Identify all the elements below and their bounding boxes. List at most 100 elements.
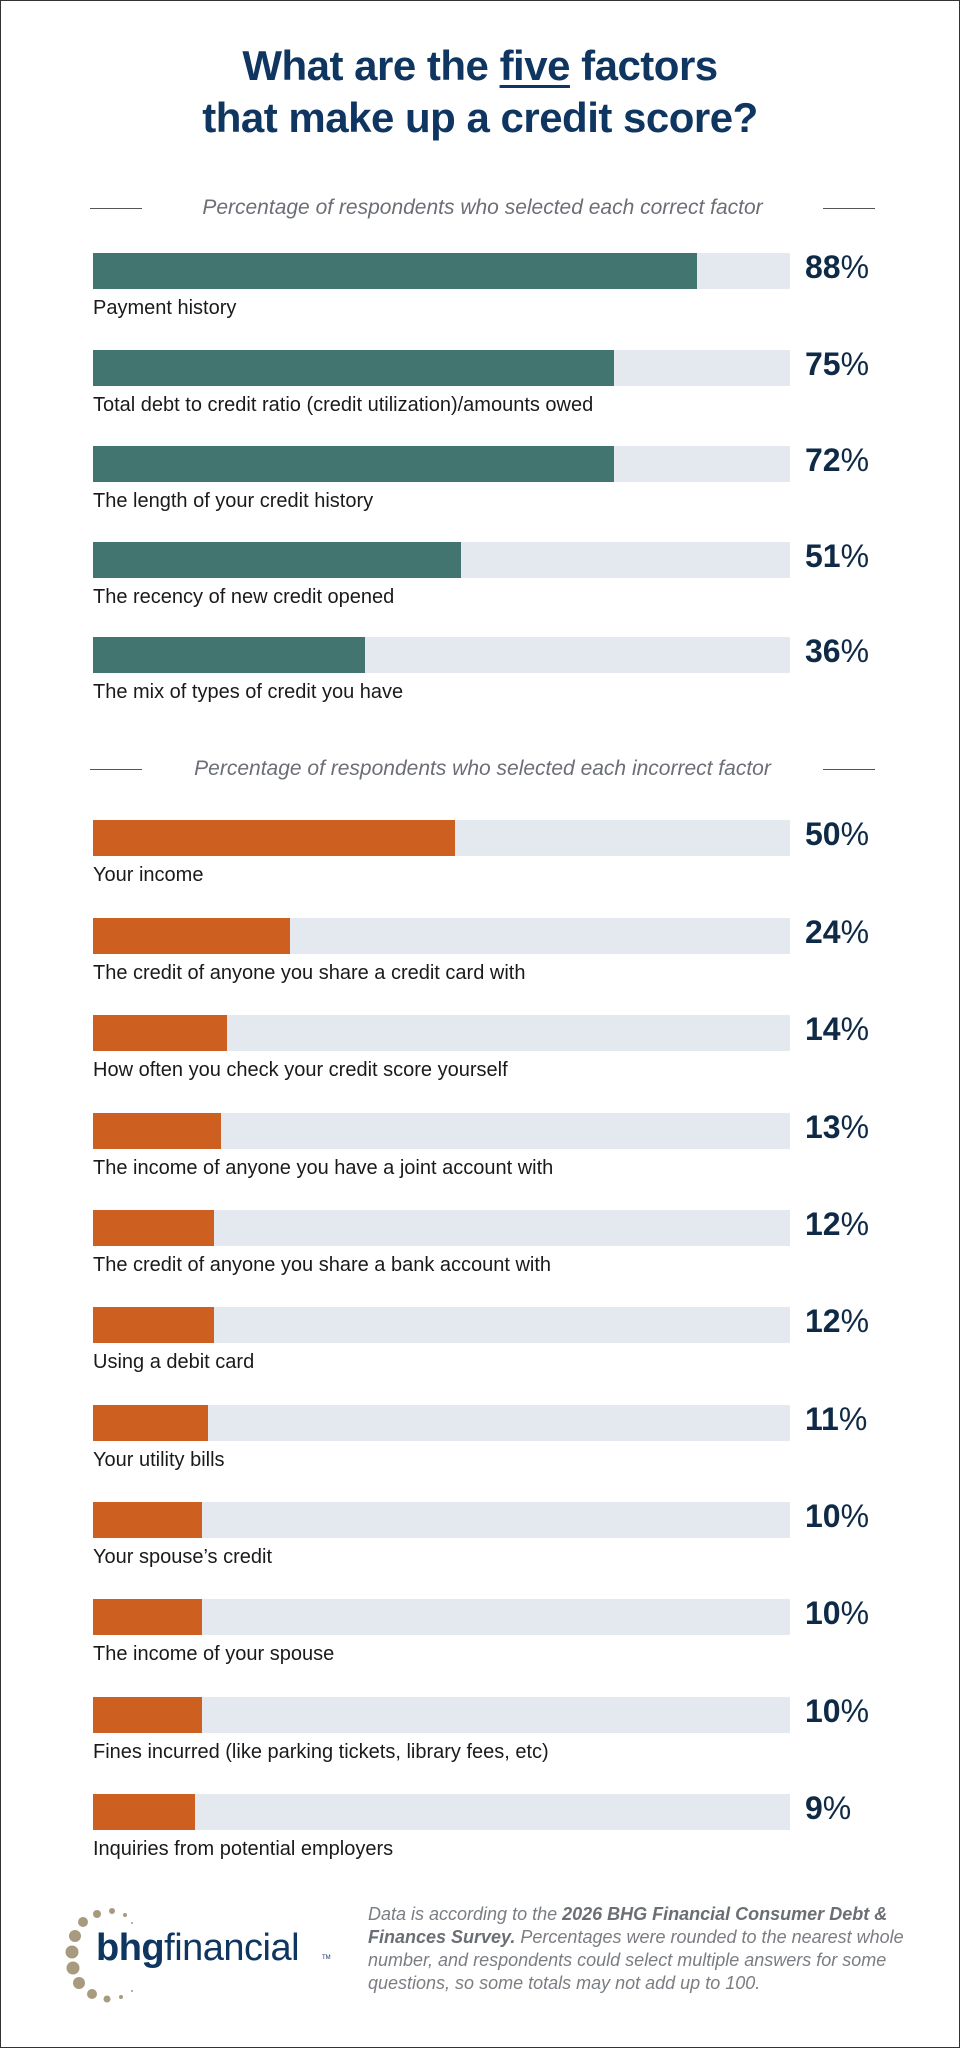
- bar-label: Using a debit card: [93, 1351, 255, 1373]
- bar-track: [93, 1015, 790, 1051]
- bar-label: Payment history: [93, 297, 237, 319]
- bar-label: The length of your credit history: [93, 490, 374, 512]
- bar-track: [93, 542, 790, 578]
- bar-row-incorrect: Fines incurred (like parking tickets, li…: [93, 1693, 883, 1777]
- bar-percent: 10%: [805, 1693, 869, 1730]
- percent-value: 12: [805, 1303, 841, 1339]
- bar-label: Total debt to credit ratio (credit utili…: [93, 394, 594, 416]
- bar-fill: [93, 820, 455, 856]
- percent-value: 88: [805, 249, 841, 285]
- bar-track: [93, 918, 790, 954]
- percent-symbol: %: [840, 1206, 870, 1242]
- bhg-financial-logo: bhgfinancial TM: [60, 1905, 340, 2003]
- title-line-2: that make up a credit score?: [202, 94, 758, 141]
- bar-track: [93, 1697, 790, 1733]
- incorrect-section-heading: Percentage of respondents who selected e…: [90, 757, 875, 781]
- bar-percent: 12%: [805, 1206, 869, 1243]
- bar-row-correct: Payment history 88%: [93, 249, 883, 333]
- bar-fill: [93, 1502, 202, 1538]
- bar-row-incorrect: Your utility bills 11%: [93, 1401, 883, 1485]
- percent-value: 11: [805, 1401, 839, 1437]
- percent-value: 10: [805, 1498, 841, 1534]
- bar-label: Your spouse’s credit: [93, 1546, 273, 1568]
- bar-fill: [93, 1113, 221, 1149]
- percent-value: 51: [805, 538, 841, 574]
- heading-rule-left: [90, 207, 142, 209]
- bar-percent: 14%: [805, 1011, 869, 1048]
- bar-percent: 36%: [805, 633, 869, 670]
- page-title: What are the five factors that make up a…: [0, 40, 960, 144]
- percent-value: 75: [805, 346, 841, 382]
- bar-percent: 24%: [805, 914, 869, 951]
- bar-fill: [93, 1599, 202, 1635]
- percent-symbol: %: [840, 816, 870, 852]
- bar-label: The income of anyone you have a joint ac…: [93, 1157, 554, 1179]
- bar-percent: 9%: [805, 1790, 851, 1827]
- bar-row-incorrect: How often you check your credit score yo…: [93, 1011, 883, 1095]
- percent-symbol: %: [840, 346, 870, 382]
- title-emphasis: five: [499, 42, 571, 89]
- bar-label: The credit of anyone you share a bank ac…: [93, 1254, 552, 1276]
- bar-row-incorrect: Inquiries from potential employers 9%: [93, 1790, 883, 1874]
- bar-percent: 12%: [805, 1303, 869, 1340]
- bar-label: How often you check your credit score yo…: [93, 1059, 508, 1081]
- percent-value: 9: [805, 1790, 823, 1826]
- bar-fill: [93, 918, 290, 954]
- percent-symbol: %: [840, 633, 870, 669]
- heading-rule-right: [823, 768, 875, 770]
- bar-label: Your income: [93, 864, 204, 886]
- bar-track: [93, 1405, 790, 1441]
- bar-fill: [93, 1794, 195, 1830]
- bar-track: [93, 637, 790, 673]
- percent-symbol: %: [840, 1303, 870, 1339]
- trademark-mark: TM: [322, 1955, 331, 1961]
- percent-symbol: %: [822, 1790, 852, 1826]
- bar-label: Your utility bills: [93, 1449, 225, 1471]
- percent-symbol: %: [840, 1498, 870, 1534]
- bar-label: Fines incurred (like parking tickets, li…: [93, 1741, 549, 1763]
- bar-track: [93, 253, 790, 289]
- bar-row-incorrect: The income of anyone you have a joint ac…: [93, 1109, 883, 1193]
- title-line-1: What are the five factors: [242, 42, 718, 89]
- bar-percent: 50%: [805, 816, 869, 853]
- bar-fill: [93, 1210, 214, 1246]
- bar-percent: 13%: [805, 1109, 869, 1146]
- bar-fill: [93, 1697, 202, 1733]
- bar-percent: 11%: [805, 1401, 867, 1438]
- bar-row-correct: Total debt to credit ratio (credit utili…: [93, 346, 883, 430]
- bar-row-incorrect: Your spouse’s credit 10%: [93, 1498, 883, 1582]
- bar-row-correct: The recency of new credit opened 51%: [93, 538, 883, 622]
- bar-row-correct: The length of your credit history 72%: [93, 442, 883, 526]
- bar-track: [93, 446, 790, 482]
- bar-row-incorrect: Your income 50%: [93, 816, 883, 900]
- percent-value: 12: [805, 1206, 841, 1242]
- percent-symbol: %: [840, 914, 870, 950]
- bar-percent: 10%: [805, 1498, 869, 1535]
- bar-label: The recency of new credit opened: [93, 586, 395, 608]
- percent-symbol: %: [840, 1109, 870, 1145]
- logo-wordmark: bhgfinancial: [96, 1927, 300, 1969]
- percent-value: 13: [805, 1109, 841, 1145]
- heading-rule-right: [823, 207, 875, 209]
- percent-value: 14: [805, 1011, 841, 1047]
- bar-row-incorrect: The credit of anyone you share a credit …: [93, 914, 883, 998]
- bar-fill: [93, 350, 614, 386]
- bar-label: The income of your spouse: [93, 1643, 335, 1665]
- bar-track: [93, 1307, 790, 1343]
- percent-symbol: %: [838, 1401, 868, 1437]
- bar-track: [93, 1210, 790, 1246]
- percent-symbol: %: [840, 249, 870, 285]
- heading-rule-left: [90, 768, 142, 770]
- bar-row-incorrect: Using a debit card 12%: [93, 1303, 883, 1387]
- percent-symbol: %: [840, 1011, 870, 1047]
- bar-fill: [93, 637, 365, 673]
- bar-track: [93, 1113, 790, 1149]
- percent-value: 24: [805, 914, 841, 950]
- data-source-note: Data is according to the 2026 BHG Financ…: [368, 1904, 904, 1993]
- bar-percent: 51%: [805, 538, 869, 575]
- bar-fill: [93, 1015, 227, 1051]
- bar-fill: [93, 1405, 208, 1441]
- bar-fill: [93, 1307, 214, 1343]
- percent-value: 50: [805, 816, 841, 852]
- percent-value: 72: [805, 442, 841, 478]
